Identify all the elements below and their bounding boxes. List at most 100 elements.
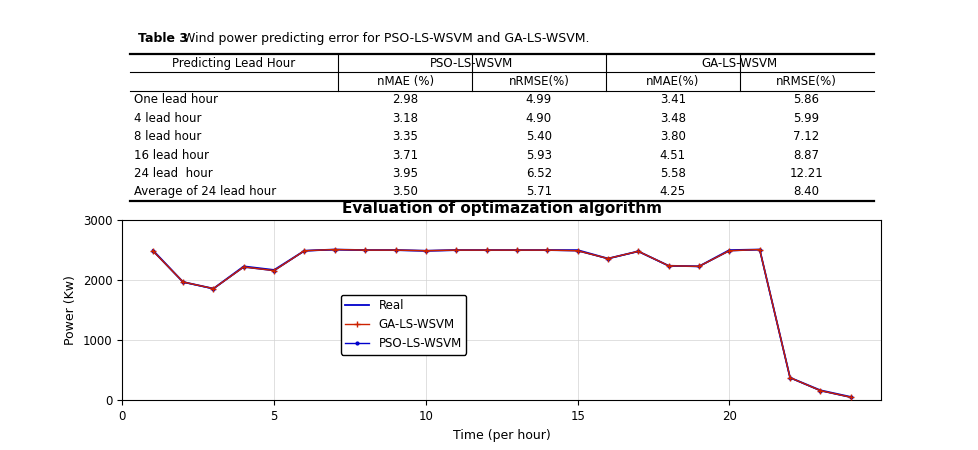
PSO-LS-WSVM: [601, 256, 613, 261]
Text: 5.93: 5.93: [525, 148, 552, 162]
PSO-LS-WSVM: [662, 263, 674, 269]
PSO-LS-WSVM: [177, 279, 189, 285]
Text: 4.99: 4.99: [525, 94, 552, 107]
Text: 7.12: 7.12: [792, 130, 819, 143]
Text: 4.25: 4.25: [659, 185, 686, 198]
Real: [783, 375, 795, 380]
PSO-LS-WSVM: [632, 249, 644, 254]
Text: 5.71: 5.71: [525, 185, 552, 198]
Text: 5.99: 5.99: [793, 112, 819, 125]
Real: [753, 247, 765, 252]
Text: 5.86: 5.86: [793, 94, 819, 107]
GA-LS-WSVM: [692, 264, 704, 269]
Line: PSO-LS-WSVM: PSO-LS-WSVM: [150, 247, 853, 400]
Line: Real: Real: [153, 249, 850, 397]
Line: GA-LS-WSVM: GA-LS-WSVM: [149, 246, 854, 400]
Text: One lead hour: One lead hour: [134, 94, 217, 107]
Text: 12.21: 12.21: [789, 167, 822, 180]
Real: [723, 248, 734, 253]
Text: Table 3: Table 3: [137, 32, 188, 45]
Text: 8.87: 8.87: [793, 148, 819, 162]
GA-LS-WSVM: [359, 248, 371, 253]
PSO-LS-WSVM: [268, 268, 280, 274]
GA-LS-WSVM: [480, 248, 492, 253]
Real: [329, 247, 340, 252]
Real: [692, 264, 704, 269]
Real: [238, 264, 249, 269]
GA-LS-WSVM: [601, 256, 613, 261]
Real: [420, 248, 431, 253]
Text: nMAE (%): nMAE (%): [377, 75, 433, 88]
PSO-LS-WSVM: [238, 264, 249, 270]
GA-LS-WSVM: [753, 247, 765, 252]
Real: [207, 286, 219, 291]
Text: nMAE(%): nMAE(%): [645, 75, 698, 88]
Text: PSO-LS-WSVM: PSO-LS-WSVM: [430, 57, 513, 70]
PSO-LS-WSVM: [298, 248, 310, 253]
PSO-LS-WSVM: [844, 395, 856, 400]
GA-LS-WSVM: [420, 248, 431, 253]
X-axis label: Time (per hour): Time (per hour): [453, 429, 550, 442]
Real: [541, 248, 553, 253]
Real: [571, 248, 583, 253]
Real: [511, 248, 522, 253]
Text: 3.48: 3.48: [659, 112, 685, 125]
PSO-LS-WSVM: [359, 248, 371, 253]
PSO-LS-WSVM: [329, 247, 340, 252]
GA-LS-WSVM: [723, 248, 734, 253]
Text: 3.80: 3.80: [659, 130, 685, 143]
GA-LS-WSVM: [662, 263, 674, 269]
Real: [389, 248, 401, 253]
PSO-LS-WSVM: [450, 248, 462, 253]
Real: [814, 387, 825, 393]
Text: 3.35: 3.35: [392, 130, 418, 143]
Text: Predicting Lead Hour: Predicting Lead Hour: [172, 57, 295, 70]
GA-LS-WSVM: [511, 248, 522, 253]
GA-LS-WSVM: [450, 248, 462, 253]
Text: 3.41: 3.41: [659, 94, 686, 107]
PSO-LS-WSVM: [783, 375, 795, 380]
PSO-LS-WSVM: [723, 248, 734, 253]
GA-LS-WSVM: [329, 247, 340, 252]
PSO-LS-WSVM: [207, 286, 219, 292]
Real: [147, 248, 158, 253]
Text: 3.50: 3.50: [392, 185, 418, 198]
PSO-LS-WSVM: [147, 248, 158, 253]
Legend: Real, GA-LS-WSVM, PSO-LS-WSVM: Real, GA-LS-WSVM, PSO-LS-WSVM: [340, 295, 466, 355]
Text: 24 lead  hour: 24 lead hour: [134, 167, 212, 180]
PSO-LS-WSVM: [420, 248, 431, 253]
GA-LS-WSVM: [814, 388, 825, 393]
Text: 4.51: 4.51: [659, 148, 686, 162]
Real: [359, 248, 371, 253]
Real: [450, 248, 462, 253]
Text: 3.18: 3.18: [391, 112, 418, 125]
Text: 4 lead hour: 4 lead hour: [134, 112, 201, 125]
PSO-LS-WSVM: [511, 248, 522, 253]
GA-LS-WSVM: [389, 248, 401, 253]
GA-LS-WSVM: [207, 286, 219, 291]
GA-LS-WSVM: [632, 248, 644, 254]
PSO-LS-WSVM: [541, 248, 553, 253]
Y-axis label: Power (Kw): Power (Kw): [65, 275, 77, 345]
GA-LS-WSVM: [844, 395, 856, 400]
Real: [268, 267, 280, 273]
Real: [480, 248, 492, 253]
Real: [632, 248, 644, 254]
Real: [177, 279, 189, 285]
Text: 8.40: 8.40: [793, 185, 819, 198]
Text: Wind power predicting error for PSO-LS-WSVM and GA-LS-WSVM.: Wind power predicting error for PSO-LS-W…: [179, 32, 589, 45]
Text: 5.58: 5.58: [659, 167, 685, 180]
Text: 4.90: 4.90: [525, 112, 552, 125]
PSO-LS-WSVM: [480, 248, 492, 253]
Real: [298, 248, 310, 253]
Text: 2.98: 2.98: [391, 94, 418, 107]
Real: [662, 263, 674, 269]
Real: [844, 394, 856, 400]
Text: 6.52: 6.52: [525, 167, 552, 180]
GA-LS-WSVM: [541, 248, 553, 253]
PSO-LS-WSVM: [814, 388, 825, 393]
Real: [601, 256, 613, 261]
PSO-LS-WSVM: [692, 264, 704, 269]
Text: 3.95: 3.95: [391, 167, 418, 180]
GA-LS-WSVM: [147, 248, 158, 253]
